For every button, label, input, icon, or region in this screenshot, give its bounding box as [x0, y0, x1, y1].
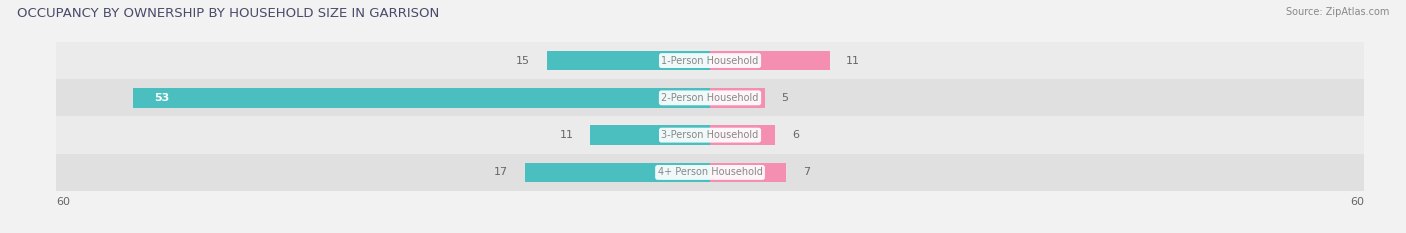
Text: 2-Person Household: 2-Person Household	[661, 93, 759, 103]
Bar	[710, 125, 776, 145]
Bar	[524, 163, 710, 182]
Text: 6: 6	[792, 130, 799, 140]
Bar	[56, 42, 1364, 79]
Bar	[56, 116, 1364, 154]
Text: 11: 11	[846, 56, 860, 65]
Text: 53: 53	[155, 93, 170, 103]
Bar	[591, 125, 710, 145]
Text: 15: 15	[516, 56, 530, 65]
Text: 5: 5	[780, 93, 787, 103]
Text: 60: 60	[56, 197, 70, 207]
Bar	[132, 88, 710, 108]
Bar	[56, 79, 1364, 116]
Bar	[710, 163, 786, 182]
Text: 3-Person Household: 3-Person Household	[661, 130, 759, 140]
Bar	[710, 88, 765, 108]
Text: 17: 17	[495, 168, 509, 177]
Text: 11: 11	[560, 130, 574, 140]
Text: 4+ Person Household: 4+ Person Household	[658, 168, 762, 177]
Text: OCCUPANCY BY OWNERSHIP BY HOUSEHOLD SIZE IN GARRISON: OCCUPANCY BY OWNERSHIP BY HOUSEHOLD SIZE…	[17, 7, 439, 20]
Text: 7: 7	[803, 168, 810, 177]
Bar	[547, 51, 710, 70]
Text: 60: 60	[1350, 197, 1364, 207]
Text: Source: ZipAtlas.com: Source: ZipAtlas.com	[1285, 7, 1389, 17]
Bar	[56, 154, 1364, 191]
Bar	[710, 51, 830, 70]
Text: 1-Person Household: 1-Person Household	[661, 56, 759, 65]
